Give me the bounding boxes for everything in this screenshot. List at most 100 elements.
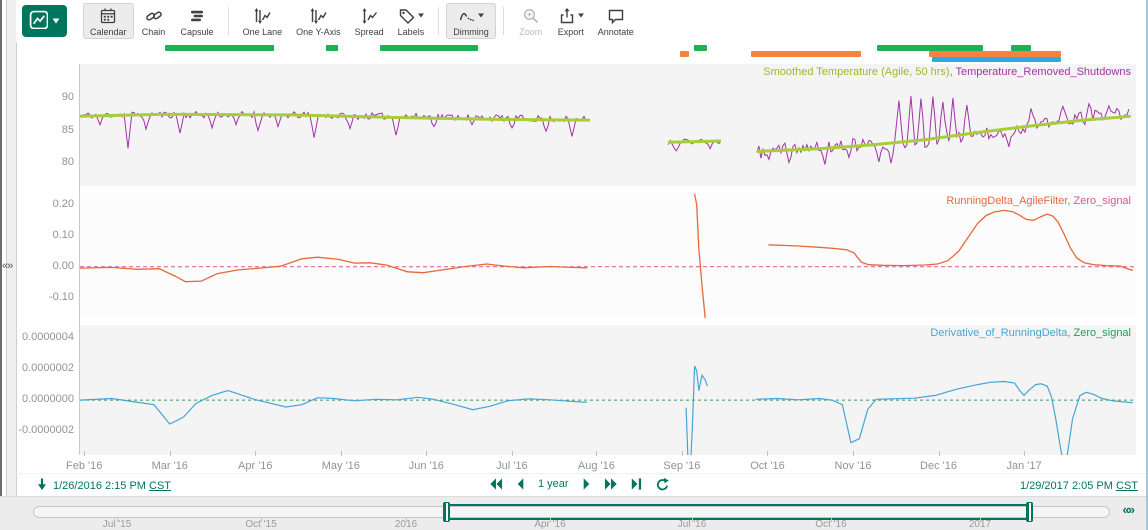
step-forward-button[interactable] (579, 477, 594, 491)
timeline-tick-label: Oct '15 (245, 519, 277, 530)
timeline-tick-label: Apr '16 (534, 519, 566, 530)
toolbar-button-label: Labels (397, 27, 425, 37)
capsule-bar-condition-green[interactable] (326, 45, 338, 51)
left-panel-collapse-rail[interactable]: «» (0, 0, 17, 530)
x-tick (767, 451, 769, 456)
legend-item[interactable]: Smoothed Temperature (Agile, 50 hrs) (763, 66, 950, 78)
spread-icon (360, 7, 378, 27)
capsule-bar-condition-green[interactable] (693, 45, 707, 51)
overview-timeline: «» Jul '15 Oct '15 2016 Apr '16 Jul '16 Oct '… (0, 496, 1146, 530)
legend-item[interactable]: Zero_signal (1073, 327, 1131, 339)
y-tick-label: 0.10 (52, 228, 74, 241)
series-Smoothed Temperature (Agile, 50 hrs)[interactable] (668, 139, 722, 144)
x-tick-label: Nov '16 (834, 460, 872, 472)
capsule-bar-condition-green[interactable] (1010, 45, 1032, 51)
toolbar-button-label: Calendar (90, 27, 127, 37)
export-icon (558, 7, 576, 27)
x-tick-label: Jan '17 (1006, 460, 1042, 472)
timeline-tick-label: Oct '16 (815, 519, 847, 530)
zoom-button[interactable]: Zoom (511, 3, 551, 39)
trend-view-button[interactable] (22, 5, 67, 37)
legend-item[interactable]: Temperature_Removed_Shutdowns (955, 66, 1132, 78)
legend-item[interactable]: Zero_signal (1073, 195, 1131, 207)
y-tick-label: -0.10 (48, 290, 74, 303)
timeline-left-handle[interactable] (443, 502, 450, 522)
timeline-tick (261, 518, 262, 522)
rail-strip (6, 0, 17, 530)
caret-down-icon (417, 7, 424, 20)
chain-button[interactable]: Chain (134, 3, 174, 39)
y-tick-label: 0.0000004 (22, 331, 74, 344)
arrow-down-icon (36, 477, 48, 494)
auto-update-button[interactable] (654, 477, 669, 491)
series-Smoothed Temperature (Agile, 50 hrs)[interactable] (756, 114, 1131, 153)
series-Derivative_of_RunningDelta[interactable] (80, 389, 587, 425)
legend-item[interactable]: RunningDelta_AgileFilter (946, 195, 1068, 207)
annotate-button[interactable]: Annotate (591, 3, 641, 39)
series-Temperature_Removed_Shutdowns[interactable] (756, 95, 1130, 165)
capsule-bar-condition-green[interactable] (876, 45, 983, 51)
lane-derivative-plot[interactable] (80, 325, 1136, 455)
step-back-large-button[interactable] (488, 477, 503, 491)
capsule-bar-condition-blue[interactable] (931, 57, 1061, 62)
timeline-expand-icon[interactable]: «» (1122, 502, 1136, 517)
spread-button[interactable]: Spread (348, 3, 391, 39)
labels-button[interactable]: Labels (391, 3, 432, 39)
toolbar-button-label: One Lane (242, 27, 283, 37)
toolbar-button-label: Spread (354, 27, 384, 37)
series-RunningDelta_AgileFilter[interactable] (768, 209, 1134, 272)
series-RunningDelta_AgileFilter[interactable] (80, 256, 587, 283)
display-range-bar: 1/26/2016 2:15 PM CST 1 year 1/29/2017 2… (16, 473, 1146, 496)
toolbar-button-label: Zoom (519, 27, 543, 37)
x-tick (596, 451, 598, 456)
capsule-bar-condition-orange[interactable] (750, 51, 861, 57)
x-tick (938, 451, 940, 456)
display-range-start[interactable]: 1/26/2016 2:15 PM CST (36, 477, 171, 494)
y-tick-label: 90 (61, 90, 74, 103)
timezone-link[interactable]: CST (149, 479, 172, 492)
y-tick-label: 80 (61, 156, 74, 169)
end-datetime[interactable]: 1/29/2017 2:05 PM (1019, 480, 1113, 492)
x-tick-label: Sep '16 (663, 460, 701, 472)
capsule-bar-condition-orange[interactable] (680, 51, 689, 57)
capsule-bar-condition-green[interactable] (165, 45, 274, 51)
one-lane-button[interactable]: One Lane (236, 3, 290, 39)
legend-item[interactable]: Derivative_of_RunningDelta (930, 327, 1068, 339)
trend-lane-temperature: Smoothed Temperature (Agile, 50 hrs), Te… (80, 64, 1136, 186)
magnifier-icon (522, 7, 540, 27)
x-tick (1024, 451, 1026, 456)
calendar-button[interactable]: Calendar (83, 3, 134, 39)
timeline-track[interactable] (33, 506, 1110, 518)
series-RunningDelta_AgileFilter[interactable] (693, 193, 706, 318)
timeline-tick-label: 2016 (394, 519, 418, 530)
export-button[interactable]: Export (551, 3, 591, 39)
x-tick-label: Jun '16 (408, 460, 444, 472)
capsule-button[interactable]: Capsule (174, 3, 221, 39)
timezone-link[interactable]: CST (1116, 480, 1138, 492)
chevron-down-icon (52, 18, 60, 24)
step-to-end-button[interactable] (629, 477, 644, 491)
lane-temperature-plot[interactable] (80, 64, 1136, 186)
x-tick (426, 451, 428, 456)
timeline-tick (692, 518, 693, 522)
one-y-axis-button[interactable]: One Y-Axis (289, 3, 348, 39)
y-tick-label: 85 (61, 123, 74, 136)
timeline-selected-range[interactable] (446, 504, 1029, 520)
series-Derivative_of_RunningDelta[interactable] (755, 380, 1133, 456)
step-forward-large-button[interactable] (604, 477, 619, 491)
duration-label[interactable]: 1 year (538, 478, 569, 490)
series-Smoothed Temperature (Agile, 50 hrs)[interactable] (80, 112, 591, 122)
expand-panel-icon[interactable]: «» (2, 260, 13, 272)
timeline-right-handle[interactable] (1026, 502, 1033, 522)
start-datetime[interactable]: 1/26/2016 2:15 PM (53, 479, 146, 492)
series-Derivative_of_RunningDelta[interactable] (685, 365, 708, 455)
display-range-end[interactable]: 1/29/2017 2:05 PM CST (1020, 480, 1138, 492)
x-tick (84, 451, 86, 456)
step-back-button[interactable] (513, 477, 528, 491)
lane-temperature-legend: Smoothed Temperature (Agile, 50 hrs), Te… (763, 66, 1131, 78)
capsule-bar-condition-orange[interactable] (929, 51, 1062, 57)
lane-running-delta-plot[interactable] (80, 193, 1136, 318)
dimming-button[interactable]: Dimming (446, 3, 496, 39)
capsule-bar-condition-green[interactable] (380, 45, 478, 51)
